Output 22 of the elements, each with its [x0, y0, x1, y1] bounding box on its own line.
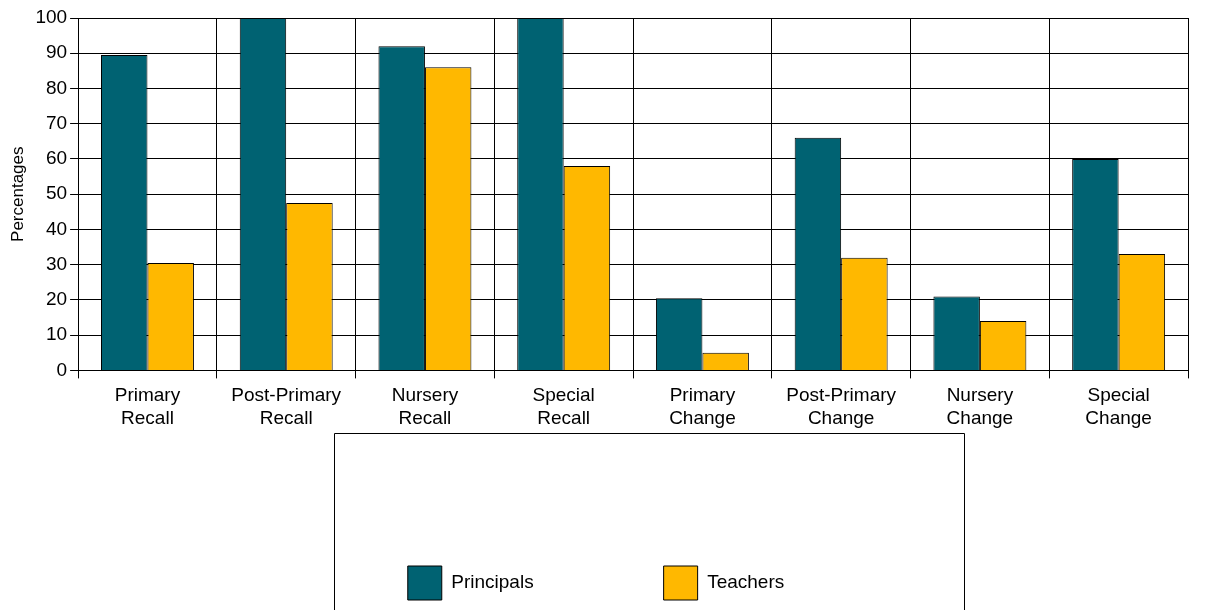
x-tick-label: Post-Primary Recall: [231, 384, 342, 428]
y-tick-label: 0: [56, 358, 68, 380]
y-tick-label: 50: [45, 182, 68, 204]
x-tick-label: Primary Change: [669, 384, 736, 428]
y-tick-label: 90: [45, 41, 68, 63]
y-tick-label: 30: [45, 252, 68, 274]
legend-label: Teachers: [707, 571, 785, 593]
x-tick-label: Special Change: [1085, 384, 1152, 428]
y-tick-label: 70: [45, 111, 68, 133]
x-tick-label: Nursery Change: [946, 384, 1014, 428]
y-tick-label: 60: [45, 147, 68, 169]
x-tick-label: Post-Primary Change: [786, 384, 897, 428]
y-tick-label: 20: [45, 288, 68, 310]
x-tick-label: Nursery Recall: [391, 384, 459, 428]
y-axis-title: Percentages: [7, 146, 27, 242]
y-tick-label: 10: [45, 323, 68, 345]
y-tick-label: 80: [45, 76, 68, 98]
y-tick-label: 100: [35, 6, 68, 28]
legend-label: Principals: [451, 571, 534, 593]
x-tick-label: Primary Recall: [114, 384, 181, 428]
y-tick-label: 40: [45, 217, 68, 239]
x-tick-label: Special Recall: [532, 384, 595, 428]
